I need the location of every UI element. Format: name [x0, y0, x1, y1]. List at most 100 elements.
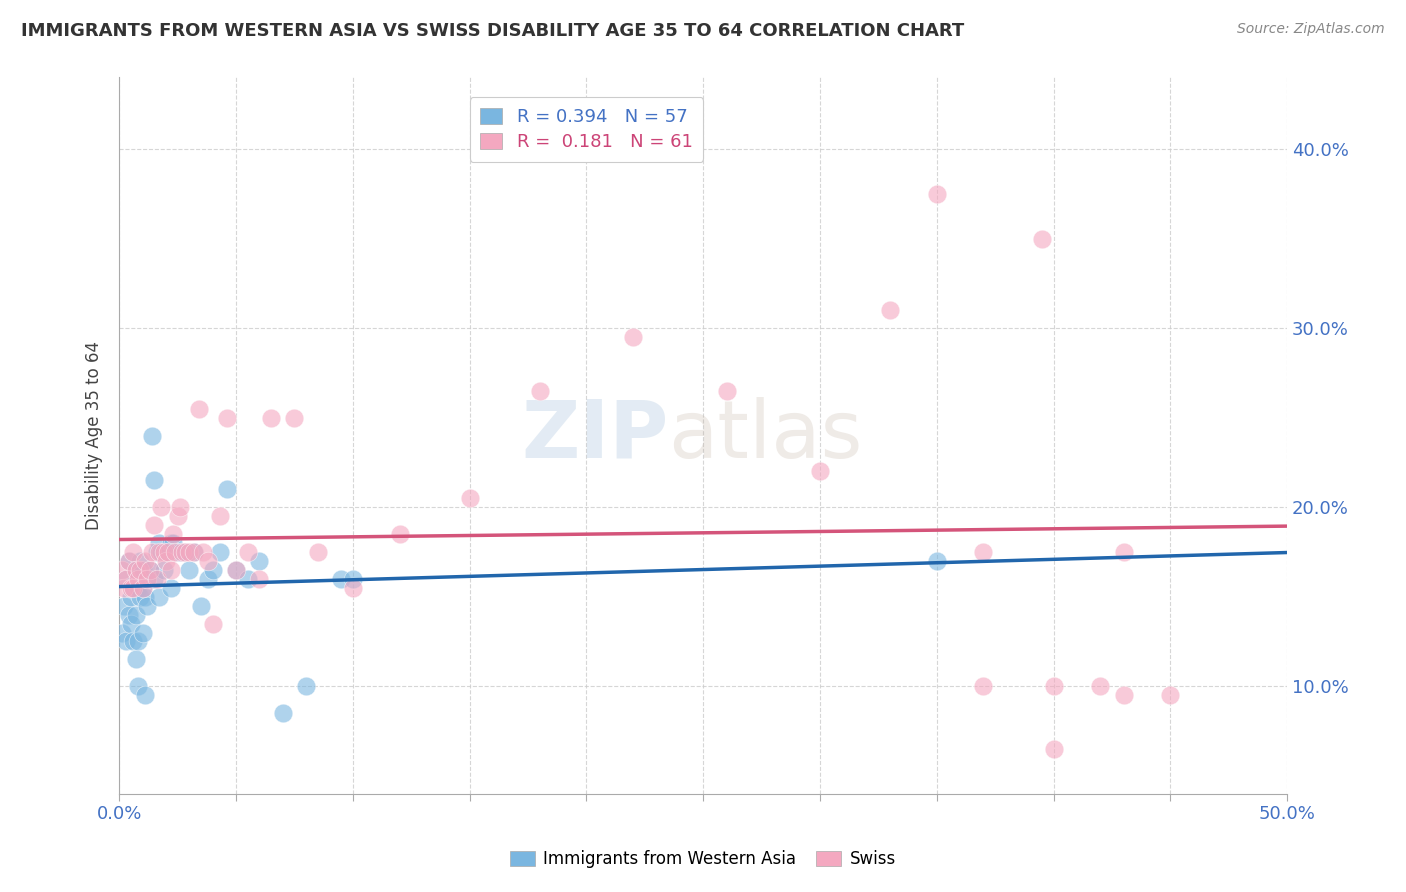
Point	[131, 563, 153, 577]
Point	[131, 625, 153, 640]
Point	[117, 554, 139, 568]
Point	[808, 464, 831, 478]
Point	[112, 599, 135, 613]
Point	[342, 581, 364, 595]
Point	[388, 527, 411, 541]
Point	[141, 545, 163, 559]
Point	[129, 554, 152, 568]
Point	[122, 581, 145, 595]
Point	[115, 634, 138, 648]
Point	[148, 545, 170, 559]
Point	[122, 581, 145, 595]
Point	[120, 581, 142, 595]
Point	[159, 581, 181, 595]
Point	[127, 581, 149, 595]
Point	[208, 509, 231, 524]
Point	[197, 554, 219, 568]
Point	[183, 545, 205, 559]
Point	[1112, 545, 1135, 559]
Point	[173, 545, 195, 559]
Point	[136, 599, 159, 613]
Point	[143, 473, 166, 487]
Point	[972, 679, 994, 693]
Point	[148, 590, 170, 604]
Point	[117, 607, 139, 622]
Point	[150, 545, 173, 559]
Point	[152, 563, 174, 577]
Point	[215, 483, 238, 497]
Point	[1090, 679, 1112, 693]
Point	[155, 554, 177, 568]
Text: atlas: atlas	[668, 397, 862, 475]
Point	[134, 554, 156, 568]
Point	[131, 581, 153, 595]
Point	[169, 500, 191, 515]
Text: IMMIGRANTS FROM WESTERN ASIA VS SWISS DISABILITY AGE 35 TO 64 CORRELATION CHART: IMMIGRANTS FROM WESTERN ASIA VS SWISS DI…	[21, 22, 965, 40]
Point	[129, 563, 152, 577]
Point	[120, 590, 142, 604]
Point	[134, 688, 156, 702]
Point	[122, 634, 145, 648]
Point	[138, 563, 160, 577]
Point	[925, 554, 948, 568]
Point	[122, 545, 145, 559]
Point	[172, 545, 194, 559]
Point	[115, 572, 138, 586]
Point	[145, 572, 167, 586]
Point	[148, 536, 170, 550]
Point	[179, 545, 201, 559]
Point	[159, 563, 181, 577]
Point	[260, 410, 283, 425]
Point	[124, 563, 146, 577]
Point	[136, 572, 159, 586]
Point	[120, 616, 142, 631]
Point	[166, 545, 188, 559]
Point	[173, 545, 195, 559]
Point	[1112, 688, 1135, 702]
Point	[127, 634, 149, 648]
Point	[190, 599, 212, 613]
Point	[150, 500, 173, 515]
Point	[529, 384, 551, 398]
Point	[236, 545, 259, 559]
Point	[225, 563, 247, 577]
Point	[879, 303, 901, 318]
Point	[249, 554, 271, 568]
Point	[117, 554, 139, 568]
Point	[136, 572, 159, 586]
Point	[162, 536, 184, 550]
Point	[159, 536, 181, 550]
Point	[166, 509, 188, 524]
Point	[342, 572, 364, 586]
Point	[112, 581, 135, 595]
Point	[157, 545, 180, 559]
Point	[143, 518, 166, 533]
Point	[201, 616, 224, 631]
Point	[1042, 742, 1064, 756]
Point	[1042, 679, 1064, 693]
Point	[110, 563, 132, 577]
Point	[124, 563, 146, 577]
Point	[179, 563, 201, 577]
Point	[972, 545, 994, 559]
Point	[193, 545, 215, 559]
Point	[131, 581, 153, 595]
Point	[134, 590, 156, 604]
Point	[155, 545, 177, 559]
Point	[152, 545, 174, 559]
Text: Source: ZipAtlas.com: Source: ZipAtlas.com	[1237, 22, 1385, 37]
Point	[187, 401, 209, 416]
Legend: Immigrants from Western Asia, Swiss: Immigrants from Western Asia, Swiss	[503, 844, 903, 875]
Point	[124, 652, 146, 666]
Text: ZIP: ZIP	[520, 397, 668, 475]
Point	[129, 590, 152, 604]
Point	[621, 330, 644, 344]
Y-axis label: Disability Age 35 to 64: Disability Age 35 to 64	[86, 341, 103, 530]
Point	[165, 545, 187, 559]
Point	[183, 545, 205, 559]
Point	[145, 545, 167, 559]
Point	[115, 572, 138, 586]
Point	[458, 491, 481, 506]
Point	[1159, 688, 1181, 702]
Point	[127, 572, 149, 586]
